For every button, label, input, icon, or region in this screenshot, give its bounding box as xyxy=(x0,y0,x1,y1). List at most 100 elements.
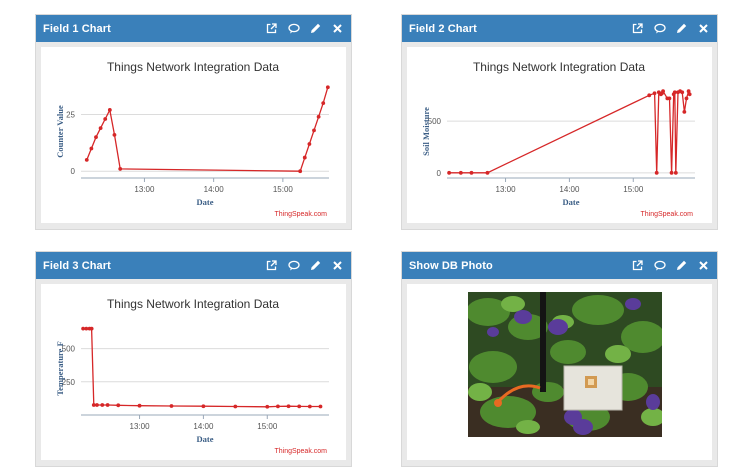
data-point xyxy=(652,91,657,96)
y-tick-label: 500 xyxy=(62,345,76,354)
data-point xyxy=(316,114,321,119)
external-link-icon[interactable] xyxy=(265,22,278,35)
x-tick-label: 13:00 xyxy=(134,185,155,194)
data-point xyxy=(661,89,665,94)
x-tick-label: 14:00 xyxy=(204,185,225,194)
data-point xyxy=(447,170,452,175)
data-point xyxy=(298,169,303,174)
widget-title: Field 3 Chart xyxy=(43,259,111,272)
field2-widget: Field 2 Chart Things Network Integration… xyxy=(401,14,718,230)
data-point xyxy=(137,403,142,408)
widget-header: Field 1 Chart xyxy=(36,15,351,42)
data-point xyxy=(107,108,112,112)
x-tick-label: 15:00 xyxy=(623,185,644,194)
x-tick-label: 14:00 xyxy=(193,422,214,431)
chart-area: Things Network Integration Data 0 25 13:00 1… xyxy=(41,47,346,223)
y-tick-label: 500 xyxy=(428,117,442,126)
x-tick-label: 13:00 xyxy=(496,185,517,194)
x-tick-label: 15:00 xyxy=(273,185,294,194)
data-point xyxy=(680,90,685,95)
close-icon[interactable] xyxy=(697,259,710,272)
widget-title: Show DB Photo xyxy=(409,259,493,272)
data-point xyxy=(684,96,689,101)
field1-widget: Field 1 Chart Things Network Integration… xyxy=(35,14,352,230)
series-line xyxy=(83,327,321,408)
field3-widget: Field 3 Chart Things Network Integration… xyxy=(35,251,352,467)
data-point xyxy=(307,142,312,146)
data-point xyxy=(89,146,94,151)
data-point xyxy=(312,128,316,133)
data-point xyxy=(118,167,123,171)
chart-title: Things Network Integration Data xyxy=(473,60,645,74)
widget-title: Field 2 Chart xyxy=(409,22,477,35)
data-point xyxy=(647,93,652,98)
widget-header: Show DB Photo xyxy=(402,252,717,279)
data-point xyxy=(84,326,89,331)
data-point xyxy=(201,404,206,409)
y-axis-label: Temperature F xyxy=(55,341,65,396)
close-icon[interactable] xyxy=(697,22,710,35)
data-point xyxy=(105,403,110,407)
x-axis-label: Date xyxy=(563,197,580,207)
thingspeak-credit: ThingSpeak.com xyxy=(640,211,693,218)
data-point xyxy=(687,92,692,97)
data-point xyxy=(325,85,330,90)
external-link-icon[interactable] xyxy=(631,22,644,35)
data-point xyxy=(307,404,312,409)
pencil-icon[interactable] xyxy=(675,259,688,272)
comment-icon[interactable] xyxy=(287,259,300,272)
external-link-icon[interactable] xyxy=(631,259,644,272)
chart-area: Things Network Integration Data 0 500 13:00… xyxy=(407,47,712,223)
close-icon[interactable] xyxy=(331,22,344,35)
data-point xyxy=(297,404,302,409)
data-point xyxy=(98,126,103,130)
widget-header: Field 2 Chart xyxy=(402,15,717,42)
pencil-icon[interactable] xyxy=(309,22,322,35)
chart-title: Things Network Integration Data xyxy=(107,60,279,74)
data-point xyxy=(654,170,659,175)
sensor-photo xyxy=(468,292,662,437)
data-point xyxy=(84,157,89,162)
pencil-icon[interactable] xyxy=(675,22,688,35)
x-axis-label: Date xyxy=(197,434,214,444)
comment-icon[interactable] xyxy=(653,259,666,272)
y-tick-label: 0 xyxy=(437,169,442,178)
data-point xyxy=(103,117,108,121)
chart-svg: Things Network Integration Data 0 25 13:00 1… xyxy=(55,60,330,218)
series-line xyxy=(449,89,691,174)
data-point xyxy=(265,404,270,409)
y-axis-label: Counter Value xyxy=(55,105,65,158)
data-point xyxy=(682,109,687,114)
chart-area: Things Network Integration Data 250 500 13:… xyxy=(41,284,346,460)
data-point xyxy=(485,170,490,175)
pencil-icon[interactable] xyxy=(309,259,322,272)
y-tick-label: 25 xyxy=(66,110,75,119)
data-point xyxy=(112,133,117,137)
comment-icon[interactable] xyxy=(287,22,300,35)
y-axis-label: Soil Moisture xyxy=(421,107,431,156)
photo-widget: Show DB Photo xyxy=(401,251,718,467)
external-link-icon[interactable] xyxy=(265,259,278,272)
widget-title: Field 1 Chart xyxy=(43,22,111,35)
data-point xyxy=(91,403,96,407)
photo-area xyxy=(407,284,712,460)
data-point xyxy=(286,404,291,409)
chart-svg: Things Network Integration Data 250 500 13:… xyxy=(55,297,329,455)
data-point xyxy=(673,170,678,175)
x-axis-label: Date xyxy=(197,197,214,207)
data-point xyxy=(116,403,121,408)
data-point xyxy=(81,326,86,331)
data-point xyxy=(95,403,99,407)
comment-icon[interactable] xyxy=(653,22,666,35)
data-point xyxy=(469,170,474,175)
data-point xyxy=(169,404,174,408)
data-point xyxy=(667,96,672,101)
data-point xyxy=(686,89,691,94)
data-point xyxy=(669,170,674,175)
close-icon[interactable] xyxy=(331,259,344,272)
chart-title: Things Network Integration Data xyxy=(107,297,279,311)
chart-svg: Things Network Integration Data 0 500 13:00… xyxy=(421,60,695,218)
y-tick-label: 0 xyxy=(71,167,76,176)
series-line xyxy=(86,87,329,172)
data-point xyxy=(233,404,238,409)
